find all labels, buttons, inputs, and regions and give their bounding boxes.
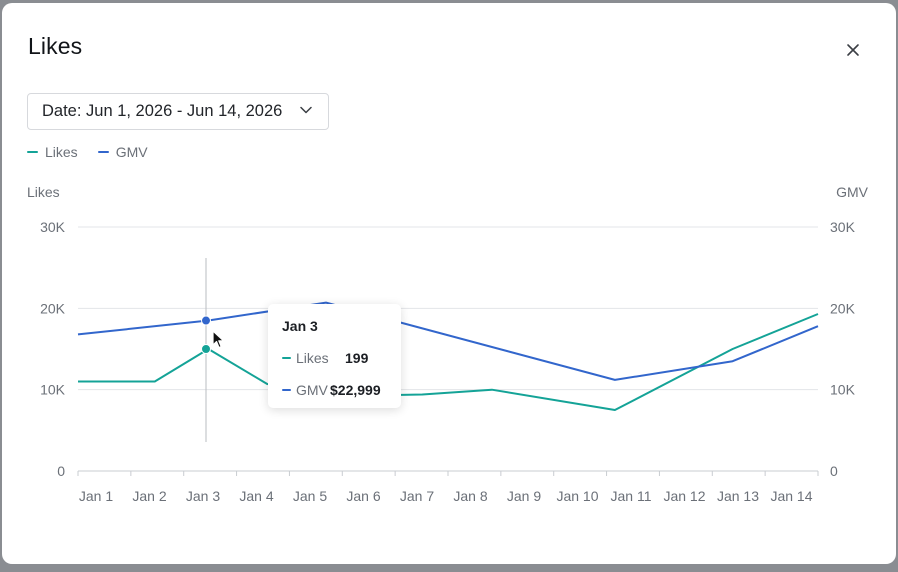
chart-series: [77, 301, 819, 411]
right-axis-title: GMV: [836, 184, 869, 200]
tooltip-name-likes: Likes: [296, 350, 329, 366]
chart-grid: [78, 226, 818, 472]
legend-swatch-gmv: [97, 150, 109, 154]
x-tick-label: Jan 10: [556, 488, 598, 504]
right-axis-ticks: 0 10K 20K 30K: [830, 219, 856, 479]
x-tick-label: Jan 12: [663, 488, 705, 504]
close-button[interactable]: [840, 37, 866, 63]
x-tick-label: Jan 2: [132, 488, 166, 504]
chart-tooltip: Jan 3 Likes 199 GMV $22,999: [268, 304, 401, 408]
hover-points: [201, 315, 211, 354]
y-tick-label-right: 0: [830, 463, 838, 479]
x-tick-label: Jan 7: [400, 488, 434, 504]
x-tick-label: Jan 11: [611, 488, 652, 504]
y-tick-label-left: 30K: [40, 219, 66, 235]
hover-point-likes: [201, 344, 211, 354]
left-axis-ticks: 0 10K 20K 30K: [40, 219, 66, 479]
close-icon: [847, 44, 859, 56]
modal-title: Likes: [28, 33, 83, 59]
x-tick-label: Jan 13: [717, 488, 759, 504]
chart-legend: Likes GMV: [27, 144, 148, 160]
tooltip-title: Jan 3: [282, 318, 318, 334]
y-tick-label-right: 10K: [830, 382, 856, 398]
chevron-down-icon: [300, 106, 312, 114]
x-tick-label: Jan 8: [453, 488, 487, 504]
legend-label-likes: Likes: [45, 144, 78, 160]
tooltip-swatch-gmv: [282, 388, 291, 392]
legend-item-gmv[interactable]: GMV: [97, 144, 148, 160]
y-tick-label-right: 30K: [830, 219, 856, 235]
legend-swatch-likes: [27, 150, 38, 154]
tooltip-name-gmv: GMV: [296, 382, 328, 398]
series-line-likes: [78, 313, 819, 411]
x-tick-label: Jan 3: [186, 488, 220, 504]
tooltip-value-likes: 199: [345, 350, 369, 366]
date-range-label: Date: Jun 1, 2026 - Jun 14, 2026: [42, 102, 283, 120]
x-tick-label: Jan 4: [239, 488, 273, 504]
left-axis-title: Likes: [27, 184, 60, 200]
y-tick-label-right: 20K: [830, 300, 856, 316]
tooltip-row-gmv: GMV: [282, 381, 328, 399]
x-tick-label: Jan 14: [770, 488, 812, 504]
tooltip-swatch-likes: [282, 356, 291, 360]
y-tick-label-left: 0: [57, 463, 65, 479]
hover-point-gmv: [201, 315, 211, 326]
x-tick-label: Jan 1: [79, 488, 113, 504]
x-tick-label: Jan 5: [293, 488, 327, 504]
tooltip-value-gmv: $22,999: [330, 382, 381, 398]
y-tick-label-left: 10K: [40, 382, 66, 398]
x-tick-label: Jan 6: [346, 488, 380, 504]
y-tick-label-left: 20K: [40, 300, 66, 316]
legend-label-gmv: GMV: [115, 144, 148, 160]
legend-item-likes[interactable]: Likes: [27, 144, 78, 160]
mouse-pointer-icon: [212, 330, 225, 349]
x-axis-ticks: Jan 1 Jan 2 Jan 3 Jan 4 Jan 5 Jan 6 Jan 7 Jan 8…: [77, 471, 819, 504]
series-line-gmv: [77, 301, 819, 381]
tooltip-row-likes: Likes: [282, 349, 329, 367]
date-range-dropdown[interactable]: Date: Jun 1, 2026 - Jun 14, 2026: [27, 93, 329, 130]
x-tick-label: Jan 9: [507, 488, 541, 504]
